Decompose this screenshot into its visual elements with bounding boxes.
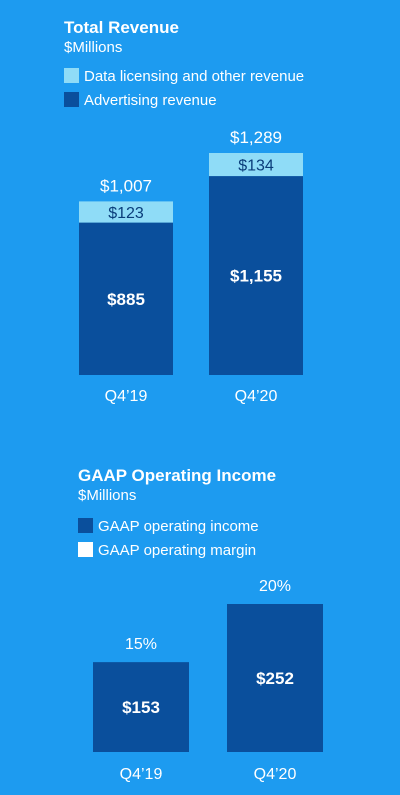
bar-licensing (209, 153, 303, 177)
legend-swatch-licensing (64, 68, 79, 83)
x-tick-label: Q4’19 (120, 766, 163, 783)
legend-label-advertising: Advertising revenue (84, 92, 217, 109)
income-chart-subtitle: $Millions (78, 487, 136, 504)
bar-licensing (79, 201, 173, 223)
bar-advertising (79, 222, 173, 375)
legend-label-licensing: Data licensing and other revenue (84, 68, 304, 85)
bar-licensing-label: $134 (238, 158, 274, 175)
income-plot-area: $153 15% Q4’19 $252 20% Q4’20 (93, 578, 323, 783)
income-chart-title: GAAP Operating Income (78, 466, 276, 485)
bar-total-label: $1,007 (100, 176, 152, 195)
x-tick-label: Q4’19 (105, 388, 148, 405)
bar-operating-income (93, 662, 189, 752)
bar-operating-income (227, 604, 323, 752)
legend-label-operating-margin: GAAP operating margin (98, 542, 256, 559)
revenue-chart-title: Total Revenue (64, 18, 179, 37)
bar-advertising (209, 176, 303, 375)
operating-margin-label: 15% (125, 636, 157, 653)
bar-operating-income-label: $252 (256, 669, 294, 688)
bar-licensing-label: $123 (108, 205, 144, 222)
bar-operating-income-label: $153 (122, 698, 160, 717)
x-tick-label: Q4’20 (254, 766, 297, 783)
revenue-plot-area: $885 $123 $1,007 Q4’19 $1,155 $134 $1,289 Q4’20 (79, 128, 303, 405)
bar-total-label: $1,289 (230, 128, 282, 147)
legend-swatch-operating-margin (78, 542, 93, 557)
legend-label-operating-income: GAAP operating income (98, 518, 259, 535)
x-tick-label: Q4’20 (235, 388, 278, 405)
revenue-chart-subtitle: $Millions (64, 39, 122, 56)
legend-swatch-operating-income (78, 518, 93, 533)
legend-swatch-advertising (64, 92, 79, 107)
bar-advertising-label: $1,155 (230, 267, 282, 286)
bar-advertising-label: $885 (107, 290, 145, 309)
operating-margin-label: 20% (259, 578, 291, 595)
